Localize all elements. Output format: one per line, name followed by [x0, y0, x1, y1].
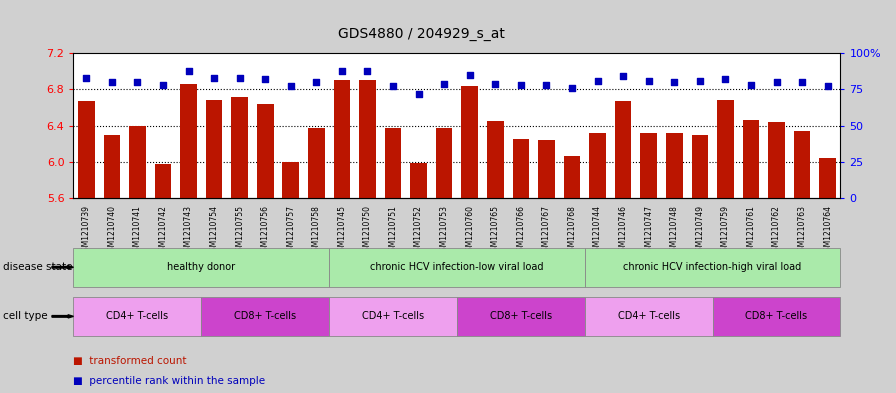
- Point: [437, 81, 452, 87]
- Point: [309, 79, 323, 85]
- Text: chronic HCV infection-low viral load: chronic HCV infection-low viral load: [370, 262, 544, 272]
- Bar: [155, 164, 171, 198]
- Bar: [78, 101, 95, 198]
- Point: [642, 77, 656, 84]
- Text: disease state: disease state: [3, 262, 73, 272]
- Point: [386, 83, 401, 90]
- Bar: [487, 121, 504, 198]
- Bar: [461, 86, 478, 198]
- Point: [539, 82, 554, 88]
- Bar: [794, 131, 810, 198]
- Point: [232, 75, 246, 81]
- Point: [156, 82, 170, 88]
- Point: [411, 91, 426, 97]
- Bar: [692, 135, 708, 198]
- Point: [564, 85, 579, 91]
- Point: [130, 79, 144, 85]
- Bar: [359, 80, 375, 198]
- Bar: [129, 126, 146, 198]
- Bar: [231, 97, 248, 198]
- Bar: [590, 133, 606, 198]
- Bar: [410, 163, 426, 198]
- Bar: [513, 140, 530, 198]
- Point: [616, 73, 630, 79]
- Text: ■  percentile rank within the sample: ■ percentile rank within the sample: [73, 376, 265, 386]
- Point: [770, 79, 784, 85]
- Point: [181, 67, 195, 73]
- Text: CD4+ T-cells: CD4+ T-cells: [107, 311, 168, 321]
- Bar: [819, 158, 836, 198]
- Point: [821, 83, 835, 90]
- Bar: [768, 122, 785, 198]
- Point: [513, 82, 528, 88]
- Bar: [615, 101, 632, 198]
- Bar: [641, 133, 657, 198]
- Bar: [180, 84, 197, 198]
- Point: [284, 83, 298, 90]
- Text: ■  transformed count: ■ transformed count: [73, 356, 187, 366]
- Point: [693, 77, 707, 84]
- Bar: [333, 80, 350, 198]
- Bar: [257, 104, 273, 198]
- Text: CD8+ T-cells: CD8+ T-cells: [745, 311, 807, 321]
- Point: [590, 77, 605, 84]
- Bar: [564, 156, 581, 198]
- Point: [668, 79, 682, 85]
- Point: [360, 67, 375, 73]
- Text: CD8+ T-cells: CD8+ T-cells: [234, 311, 297, 321]
- Bar: [206, 100, 222, 198]
- Bar: [282, 162, 299, 198]
- Point: [462, 72, 477, 78]
- Text: healthy donor: healthy donor: [168, 262, 236, 272]
- Bar: [717, 100, 734, 198]
- Text: chronic HCV infection-high viral load: chronic HCV infection-high viral load: [624, 262, 802, 272]
- Bar: [666, 133, 683, 198]
- Point: [795, 79, 809, 85]
- Point: [258, 76, 272, 83]
- Point: [335, 67, 349, 73]
- Text: CD8+ T-cells: CD8+ T-cells: [490, 311, 552, 321]
- Text: CD4+ T-cells: CD4+ T-cells: [362, 311, 424, 321]
- Bar: [384, 128, 401, 198]
- Point: [488, 81, 503, 87]
- Point: [79, 75, 93, 81]
- Point: [105, 79, 119, 85]
- Point: [744, 82, 758, 88]
- Point: [719, 76, 733, 83]
- Bar: [743, 120, 759, 198]
- Bar: [538, 140, 555, 198]
- Bar: [308, 128, 324, 198]
- Text: GDS4880 / 204929_s_at: GDS4880 / 204929_s_at: [338, 27, 504, 41]
- Text: CD4+ T-cells: CD4+ T-cells: [617, 311, 680, 321]
- Text: cell type: cell type: [3, 311, 47, 321]
- Point: [207, 75, 221, 81]
- Bar: [435, 128, 452, 198]
- Bar: [104, 135, 120, 198]
